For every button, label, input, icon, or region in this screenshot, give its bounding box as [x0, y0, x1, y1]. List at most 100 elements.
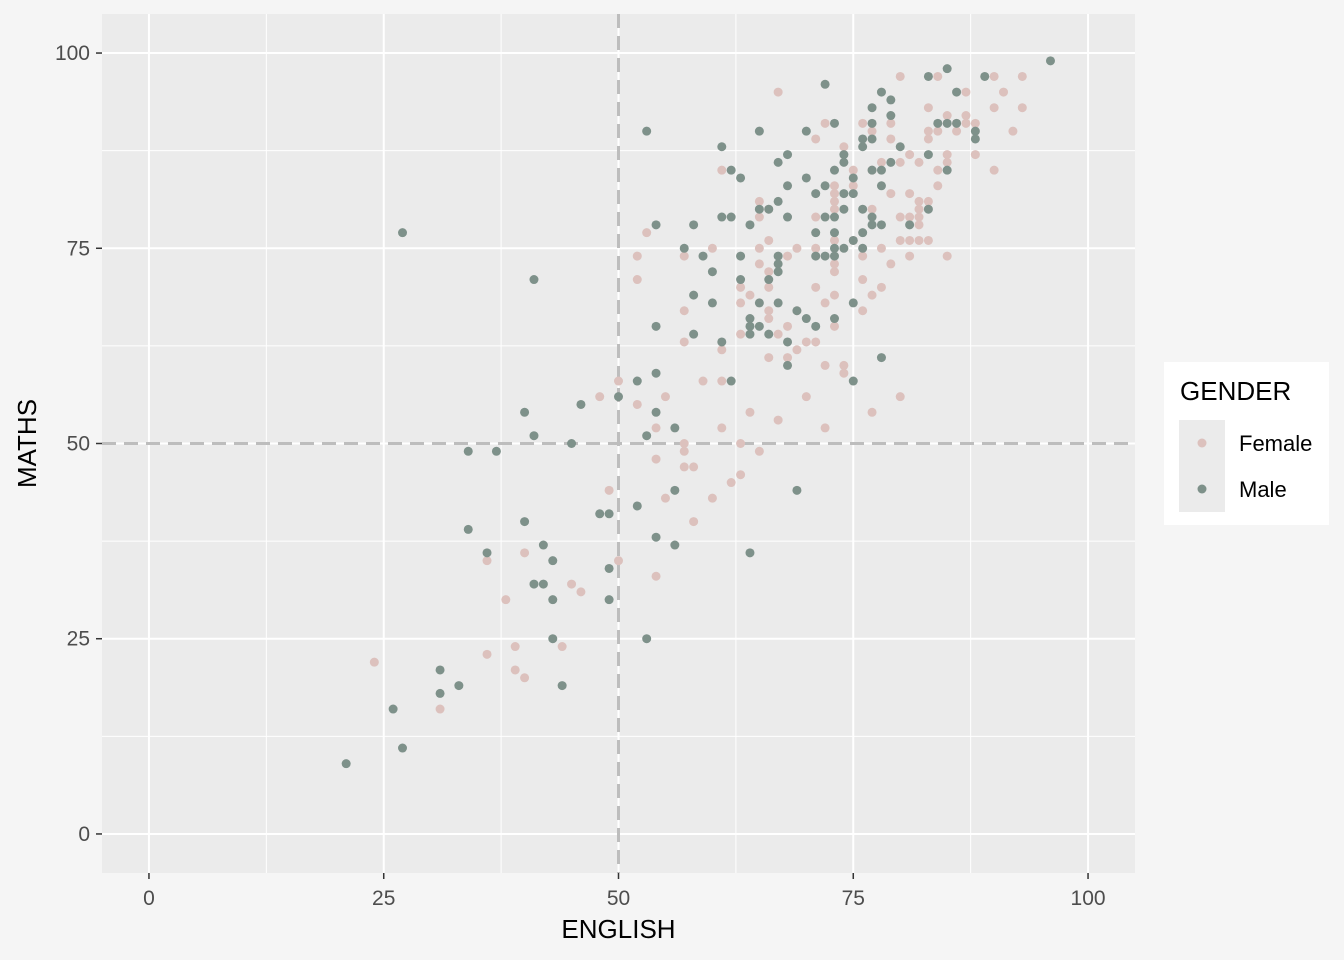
x-tick-label: 100	[1071, 887, 1106, 910]
data-point-female	[632, 399, 642, 409]
data-point-female	[829, 267, 839, 277]
data-point-male	[783, 150, 793, 160]
data-point-female	[764, 267, 774, 277]
data-point-female	[679, 337, 689, 347]
data-point-male	[942, 64, 952, 74]
data-point-female	[905, 212, 915, 222]
data-point-male	[651, 321, 661, 331]
data-point-female	[754, 243, 764, 253]
data-point-female	[745, 407, 755, 417]
data-point-male	[679, 243, 689, 253]
data-point-male	[811, 189, 821, 199]
data-point-female	[435, 704, 445, 714]
data-point-female	[839, 368, 849, 378]
data-point-male	[773, 251, 783, 261]
data-point-male	[745, 329, 755, 339]
data-point-male	[876, 353, 886, 363]
x-tick-label: 50	[607, 887, 630, 910]
data-point-female	[754, 196, 764, 206]
x-tick-label: 75	[842, 887, 865, 910]
data-point-female	[876, 157, 886, 167]
data-point-female	[829, 189, 839, 199]
data-point-male	[858, 228, 868, 238]
data-point-female	[736, 282, 746, 292]
data-point-male	[952, 87, 962, 97]
data-point-female	[829, 235, 839, 245]
data-point-female	[933, 181, 943, 191]
y-tick-label: 75	[67, 237, 90, 260]
data-point-female	[754, 212, 764, 222]
data-point-male	[632, 501, 642, 511]
data-point-male	[820, 181, 830, 191]
data-point-female	[914, 196, 924, 206]
data-point-female	[632, 275, 642, 285]
data-point-female	[942, 157, 952, 167]
data-point-female	[811, 243, 821, 253]
data-point-female	[736, 329, 746, 339]
data-point-female	[773, 415, 783, 425]
data-point-female	[717, 165, 727, 175]
data-point-female	[942, 150, 952, 160]
data-point-male	[829, 251, 839, 261]
data-point-female	[886, 189, 896, 199]
data-point-female	[660, 493, 670, 503]
data-point-female	[792, 345, 802, 355]
data-point-female	[989, 103, 999, 113]
data-point-male	[463, 446, 473, 456]
data-point-male	[548, 595, 558, 605]
data-point-male	[463, 524, 473, 534]
y-tick-label: 100	[55, 42, 90, 65]
data-point-male	[867, 134, 877, 144]
data-point-female	[895, 157, 905, 167]
data-point-male	[848, 376, 858, 386]
data-point-male	[754, 321, 764, 331]
data-point-female	[783, 251, 793, 261]
data-point-male	[1045, 56, 1055, 66]
data-point-male	[839, 204, 849, 214]
data-point-male	[736, 275, 746, 285]
data-point-female	[689, 462, 699, 472]
data-point-male	[670, 540, 680, 550]
data-point-female	[970, 150, 980, 160]
data-point-male	[529, 431, 539, 441]
data-point-female	[576, 587, 586, 597]
data-point-female	[614, 556, 623, 566]
data-point-female	[914, 235, 924, 245]
data-point-male	[604, 563, 614, 573]
data-point-female	[651, 454, 661, 464]
data-point-male	[548, 634, 558, 644]
data-point-female	[858, 251, 868, 261]
data-point-male	[482, 548, 492, 558]
data-point-male	[745, 314, 755, 324]
data-point-male	[923, 71, 933, 81]
data-point-male	[820, 79, 830, 89]
data-point-female	[886, 134, 896, 144]
data-point-male	[707, 298, 717, 308]
data-point-female	[999, 87, 1009, 97]
data-point-female	[764, 235, 774, 245]
data-point-male	[876, 87, 886, 97]
data-point-male	[754, 126, 764, 136]
data-point-male	[876, 220, 886, 230]
data-point-male	[886, 157, 896, 167]
legend-key-male	[1197, 484, 1207, 494]
data-point-male	[435, 688, 445, 698]
data-point-female	[858, 275, 868, 285]
x-tick-label: 25	[372, 887, 395, 910]
data-point-male	[811, 321, 821, 331]
data-point-female	[764, 314, 774, 324]
data-point-female	[886, 259, 896, 269]
data-point-male	[839, 189, 849, 199]
x-tick-label: 0	[143, 887, 155, 910]
data-point-male	[848, 298, 858, 308]
data-point-female	[933, 126, 943, 136]
y-tick-label: 50	[67, 433, 90, 456]
y-axis-label: MATHS	[12, 399, 42, 488]
data-point-female	[820, 118, 830, 128]
x-axis-label: ENGLISH	[561, 914, 675, 944]
data-point-female	[764, 353, 774, 363]
data-point-male	[858, 204, 868, 214]
data-point-male	[670, 423, 680, 433]
data-point-female	[717, 345, 727, 355]
